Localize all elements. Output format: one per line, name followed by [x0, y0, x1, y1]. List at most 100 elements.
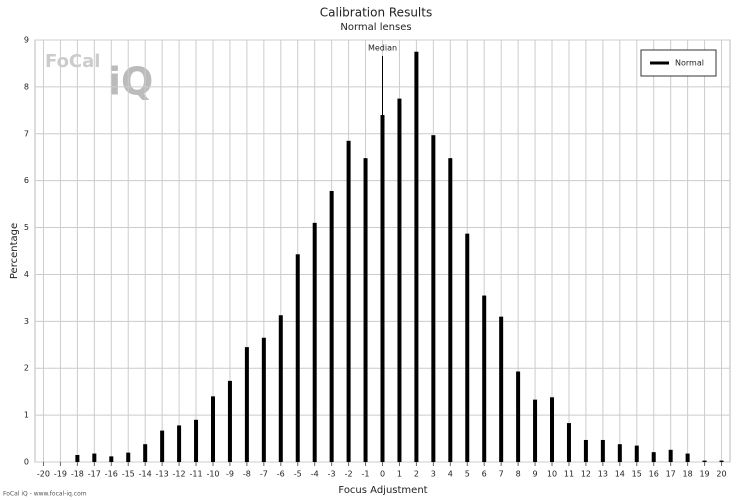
bar	[227, 380, 232, 462]
bar	[448, 158, 453, 462]
bar	[414, 51, 419, 462]
y-tick-label: 6	[24, 176, 29, 185]
x-tick-label: -17	[88, 470, 101, 479]
bar	[397, 98, 402, 462]
x-tick-label: 15	[632, 470, 642, 479]
bar	[194, 419, 199, 462]
x-tick-label: -12	[173, 470, 186, 479]
bar	[143, 444, 148, 462]
y-tick-label: 4	[24, 270, 29, 279]
bar	[329, 190, 334, 462]
bar	[109, 456, 114, 462]
x-tick-label: -18	[71, 470, 84, 479]
x-tick-label: 11	[564, 470, 574, 479]
x-tick-label: -5	[294, 470, 302, 479]
bar	[431, 135, 436, 462]
x-tick-label: 12	[581, 470, 591, 479]
bar	[177, 425, 182, 462]
x-tick-label: -4	[311, 470, 319, 479]
bar	[566, 423, 571, 462]
y-tick-label: 2	[24, 364, 29, 373]
legend-label: Normal	[675, 59, 704, 68]
x-tick-label: -1	[362, 470, 370, 479]
y-tick-label: 8	[24, 82, 29, 91]
x-tick-label: -6	[277, 470, 285, 479]
bar	[634, 445, 639, 462]
bar	[600, 439, 605, 462]
x-tick-label: -2	[345, 470, 353, 479]
bar	[244, 347, 249, 462]
chart-subtitle: Normal lenses	[340, 22, 411, 33]
bar	[702, 460, 707, 462]
bar	[346, 140, 351, 463]
x-tick-label: -11	[189, 470, 202, 479]
bar	[160, 430, 165, 462]
x-tick-label: 8	[516, 470, 521, 479]
x-tick-label: 2	[414, 470, 419, 479]
y-tick-label: 1	[24, 411, 29, 420]
x-tick-label: -7	[260, 470, 268, 479]
bar	[261, 337, 266, 462]
footer: FoCal iQ - www.focal-iq.com	[3, 491, 87, 498]
bar	[75, 454, 80, 462]
y-tick-label: 7	[24, 129, 29, 138]
y-tick-label: 5	[24, 223, 29, 232]
x-tick-label: 18	[683, 470, 693, 479]
logo-brand: FoCal	[45, 51, 100, 72]
x-tick-label: 20	[716, 470, 726, 479]
bar	[465, 233, 470, 462]
x-tick-label: 5	[465, 470, 470, 479]
x-tick-label: 17	[666, 470, 676, 479]
x-tick-label: -16	[105, 470, 118, 479]
annotation-label: Median	[368, 44, 397, 53]
x-tick-label: 9	[533, 470, 538, 479]
x-tick-label: 10	[547, 470, 557, 479]
bar	[126, 452, 131, 462]
x-tick-label: -10	[206, 470, 219, 479]
bar	[550, 397, 555, 462]
x-tick-label: 4	[448, 470, 453, 479]
chart-title: Calibration Results	[320, 6, 432, 20]
x-tick-label: -9	[226, 470, 234, 479]
bar	[533, 399, 538, 462]
bar	[685, 453, 690, 462]
x-tick-label: 7	[499, 470, 504, 479]
y-tick-label: 9	[24, 36, 29, 45]
bar	[312, 222, 317, 462]
bar	[499, 316, 504, 462]
bar	[516, 371, 521, 462]
logo-mark: iQ	[108, 60, 153, 104]
x-tick-label: 14	[615, 470, 625, 479]
bar	[210, 396, 215, 462]
x-tick-label: -3	[328, 470, 336, 479]
bar	[363, 158, 368, 462]
bar	[482, 295, 487, 462]
x-tick-label: -14	[139, 470, 152, 479]
bar	[278, 315, 283, 462]
bar	[651, 452, 656, 462]
x-tick-label: 19	[699, 470, 709, 479]
x-tick-label: -8	[243, 470, 251, 479]
bar	[583, 439, 588, 462]
x-tick-label: 1	[397, 470, 402, 479]
x-tick-label: 16	[649, 470, 659, 479]
bar	[92, 453, 97, 462]
x-tick-label: 13	[598, 470, 608, 479]
x-tick-label: 6	[482, 470, 487, 479]
x-tick-label: -19	[54, 470, 67, 479]
x-tick-label: 3	[431, 470, 436, 479]
y-tick-label: 0	[24, 458, 29, 467]
x-tick-label: -20	[37, 470, 50, 479]
bar	[668, 449, 673, 462]
bar	[295, 254, 300, 462]
x-axis-label: Focus Adjustment	[338, 485, 427, 496]
y-tick-label: 3	[24, 317, 29, 326]
x-tick-label: -15	[122, 470, 135, 479]
y-axis-label: Percentage	[9, 223, 20, 279]
x-tick-label: -13	[156, 470, 169, 479]
bar	[617, 444, 622, 462]
x-tick-label: 0	[380, 470, 385, 479]
bar	[719, 460, 724, 462]
